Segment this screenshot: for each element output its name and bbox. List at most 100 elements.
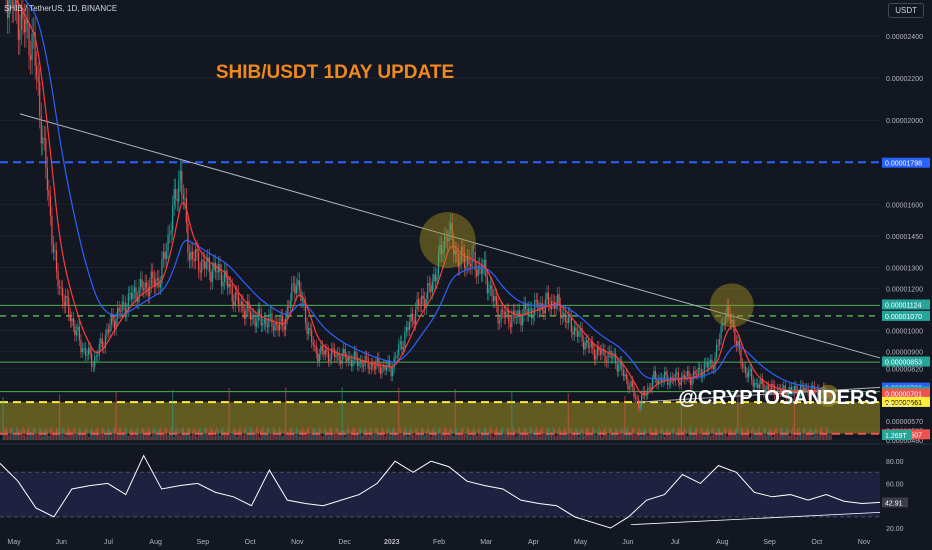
volume-bar xyxy=(676,432,678,440)
candle-body xyxy=(324,349,327,355)
time-axis-tick: Jul xyxy=(671,539,680,546)
candle-body xyxy=(688,371,690,378)
volume-bar xyxy=(528,432,530,440)
volume-bar xyxy=(219,435,221,440)
candle-body xyxy=(557,294,559,304)
volume-bar xyxy=(573,431,576,440)
volume-bar xyxy=(784,432,786,440)
volume-bar xyxy=(158,428,160,440)
volume-bar xyxy=(491,429,493,440)
time-axis-tick: Nov xyxy=(858,539,871,546)
volume-bar xyxy=(696,427,698,440)
candle-body xyxy=(198,251,200,271)
volume-bar xyxy=(234,429,236,440)
candle-body xyxy=(547,292,550,305)
candle-body xyxy=(732,319,734,326)
volume-bar xyxy=(94,434,96,440)
candle-body xyxy=(411,313,414,321)
volume-bar xyxy=(622,430,624,440)
candle-body xyxy=(634,396,637,399)
time-axis-tick: Mar xyxy=(480,539,493,546)
volume-bar xyxy=(520,431,522,440)
volume-bar xyxy=(396,433,398,440)
candle-body xyxy=(138,286,140,302)
candle-body xyxy=(663,371,666,380)
price-tag-label: 0.00001798 xyxy=(885,161,922,168)
candle-body xyxy=(535,299,537,301)
volume-bar xyxy=(225,433,227,440)
volume-bar xyxy=(763,427,765,440)
candle-body xyxy=(223,270,226,283)
volume-bar xyxy=(656,428,658,440)
candle-body xyxy=(793,385,796,391)
volume-bar xyxy=(641,436,643,440)
volume-bar xyxy=(110,436,113,440)
candle-body xyxy=(638,399,640,408)
symbol-header[interactable]: SHIB / TetherUS, 1D, BINANCE xyxy=(4,4,118,13)
volume-bar xyxy=(381,427,383,440)
volume-bar xyxy=(98,433,100,440)
volume-bar xyxy=(670,434,672,440)
candle-body xyxy=(330,348,333,360)
volume-bar xyxy=(518,427,521,440)
volume-bar xyxy=(130,427,132,440)
candle-body xyxy=(656,378,658,385)
candle-body xyxy=(236,292,238,294)
candle-body xyxy=(23,19,26,33)
candle-body xyxy=(7,0,9,19)
volume-bar xyxy=(213,436,215,440)
volume-bar xyxy=(469,436,472,440)
candle-body xyxy=(505,312,507,318)
candle-body xyxy=(188,253,191,261)
candle-body xyxy=(665,371,667,376)
volume-bar xyxy=(644,427,646,440)
candle-body xyxy=(780,388,782,393)
currency-button[interactable]: USDT xyxy=(888,3,924,18)
candle-body xyxy=(789,387,791,392)
candle-body xyxy=(683,375,686,380)
volume-bar xyxy=(631,427,634,440)
candle-body xyxy=(314,345,316,347)
volume-bar xyxy=(291,427,293,440)
volume-bar xyxy=(757,428,759,440)
candle-body xyxy=(610,350,612,359)
volume-bar xyxy=(375,427,377,440)
candle-body xyxy=(135,287,137,299)
volume-bar xyxy=(39,427,41,440)
volume-bar xyxy=(714,432,716,440)
volume-bar xyxy=(25,436,27,440)
price-axis-tick: 0.00001450 xyxy=(886,234,923,241)
volume-bar xyxy=(780,428,782,440)
candle-body xyxy=(214,262,217,272)
volume-bar xyxy=(72,428,74,440)
volume-bar xyxy=(605,431,608,440)
volume-bar xyxy=(372,431,374,440)
candle-body xyxy=(204,260,206,269)
candle-body xyxy=(266,325,268,328)
volume-bar xyxy=(711,428,713,440)
volume-bar xyxy=(798,427,800,440)
volume-bar xyxy=(294,432,296,440)
volume-bar xyxy=(308,427,310,440)
candle-body xyxy=(341,353,343,364)
volume-bar xyxy=(777,431,779,440)
rsi-axis-tick: 60.00 xyxy=(886,481,904,488)
volume-bar xyxy=(613,432,615,440)
candle-body xyxy=(624,374,626,377)
candle-body xyxy=(691,378,693,386)
volume-bar xyxy=(712,427,715,440)
time-axis-tick: Jul xyxy=(104,539,113,546)
candle-body xyxy=(292,283,294,285)
volume-bar xyxy=(393,427,395,440)
candle-body xyxy=(326,349,328,352)
volume-bar xyxy=(146,431,148,440)
countdown-label: 04:55:26 xyxy=(885,402,912,409)
candle-body xyxy=(418,299,420,305)
volume-bar xyxy=(132,430,134,440)
price-tag xyxy=(882,396,930,407)
candle-body xyxy=(424,298,426,309)
candle-body xyxy=(130,292,132,300)
candle-body xyxy=(175,189,177,199)
volume-bar xyxy=(214,430,217,440)
